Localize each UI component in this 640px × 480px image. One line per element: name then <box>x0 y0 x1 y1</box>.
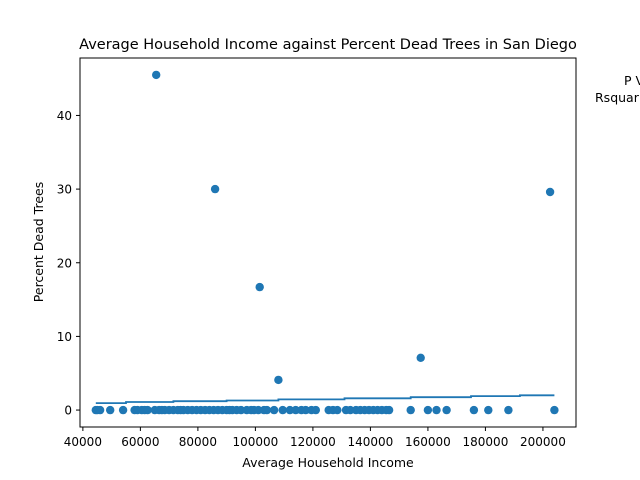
data-point <box>152 70 161 80</box>
fit-line-group <box>95 394 555 405</box>
data-point <box>406 405 415 415</box>
x-tick-label: 80000 <box>179 435 217 449</box>
x-tick-label: 140000 <box>348 435 394 449</box>
data-point <box>311 405 320 415</box>
data-point <box>550 405 559 415</box>
y-tick-label: 40 <box>57 109 72 123</box>
data-point <box>333 405 342 415</box>
y-tick-label: 0 <box>64 404 72 418</box>
y-axis-label: Percent Dead Trees <box>31 182 46 302</box>
y-tick-label: 20 <box>57 256 72 270</box>
x-axis-label: Average Household Income <box>242 455 414 470</box>
data-point <box>210 184 220 194</box>
data-point <box>106 405 115 415</box>
x-tick-label: 60000 <box>121 435 159 449</box>
data-points <box>91 70 559 415</box>
data-point <box>469 405 479 415</box>
fit-line <box>95 394 555 405</box>
data-point <box>442 405 451 415</box>
data-point <box>95 405 105 415</box>
data-point <box>274 375 283 385</box>
stats-annotation: P V Rsquar <box>595 73 640 105</box>
data-point <box>269 405 279 415</box>
y-tick-label: 10 <box>57 330 72 344</box>
x-axis-ticks: 40000 60000 80000 100000 120000 140000 160000 1… <box>64 427 566 449</box>
data-point <box>118 405 128 415</box>
plot-area <box>79 57 577 428</box>
data-point <box>504 405 513 415</box>
data-point <box>285 405 295 415</box>
x-tick-label: 160000 <box>405 435 451 449</box>
x-tick-label: 180000 <box>463 435 509 449</box>
data-point <box>432 405 441 415</box>
data-point <box>255 282 264 292</box>
data-point <box>384 405 394 415</box>
stats-annotation-line: P V <box>624 73 640 88</box>
data-point <box>301 405 310 415</box>
data-point <box>484 405 493 415</box>
stats-annotation-line: Rsquar <box>595 90 640 105</box>
data-point <box>262 405 272 415</box>
data-point <box>278 405 287 415</box>
y-tick-label: 30 <box>57 183 72 197</box>
x-tick-label: 40000 <box>64 435 102 449</box>
chart-title: Average Household Income against Percent… <box>79 37 577 53</box>
data-point <box>143 405 152 415</box>
x-tick-label: 100000 <box>232 435 278 449</box>
data-point <box>545 187 555 197</box>
data-point <box>423 405 433 415</box>
x-tick-label: 120000 <box>290 435 336 449</box>
x-tick-label: 200000 <box>520 435 566 449</box>
data-point <box>416 353 425 362</box>
data-point <box>236 405 246 415</box>
y-axis-ticks: 0 10 20 30 40 <box>57 109 80 418</box>
